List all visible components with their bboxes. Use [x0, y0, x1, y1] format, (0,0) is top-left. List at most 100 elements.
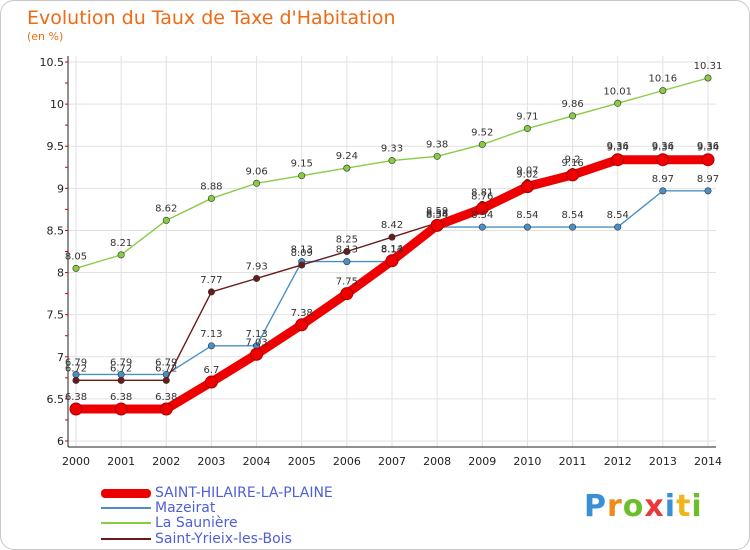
data-label: 8.13	[291, 245, 313, 256]
series-point-1	[520, 180, 534, 194]
series-point-1	[656, 153, 670, 167]
data-label: 6.38	[110, 392, 132, 403]
proxiti-logo: Proxiti	[584, 489, 703, 524]
legend-label: Mazeirat	[155, 500, 216, 516]
x-tick-label: 2006	[333, 455, 361, 468]
data-label: 8.13	[381, 245, 403, 256]
series-point-2	[659, 187, 667, 195]
legend-swatch	[101, 488, 151, 498]
series-point-3	[659, 87, 667, 95]
series-point-1	[475, 202, 489, 216]
data-label: 9.38	[426, 139, 448, 150]
x-tick-label: 2012	[604, 455, 632, 468]
chart-title: Evolution du Taux de Taxe d'Habitation	[27, 7, 396, 29]
data-label: 7.75	[336, 277, 358, 288]
data-label: 6.79	[65, 357, 87, 368]
x-tick-label: 2002	[152, 455, 180, 468]
x-tick-label: 2010	[513, 455, 541, 468]
series-point-1	[430, 218, 444, 232]
y-tick-label: 10.5	[40, 56, 65, 69]
logo-letter: x	[644, 489, 665, 524]
logo-letter: o	[622, 489, 645, 524]
data-label: 7.77	[200, 275, 222, 286]
series-point-1	[385, 254, 399, 268]
series-point-3	[433, 152, 441, 160]
series-point-4	[207, 288, 215, 296]
data-label: 6.38	[155, 392, 177, 403]
data-label: 6.72	[155, 363, 177, 374]
data-label: 7.13	[200, 329, 222, 340]
data-label: 8.88	[200, 181, 222, 192]
data-label: 9.36	[697, 141, 719, 152]
series-point-2	[569, 223, 577, 231]
data-label: 7.93	[245, 261, 267, 272]
y-tick-label: 8	[57, 267, 64, 280]
data-label: 9.06	[245, 166, 267, 177]
data-label: 9.16	[561, 158, 583, 169]
data-label: 10.01	[603, 86, 632, 97]
data-label: 8.05	[65, 251, 87, 262]
data-label: 9.24	[336, 151, 358, 162]
legend-item: Mazeirat	[101, 500, 215, 516]
data-label: 8.54	[426, 210, 448, 221]
x-tick-label: 2003	[197, 455, 225, 468]
data-label: 9.36	[652, 141, 674, 152]
series-point-2	[523, 223, 531, 231]
legend-item: Saint-Yrieix-les-Bois	[101, 531, 292, 547]
y-tick-label: 9	[57, 182, 64, 195]
data-label: 8.54	[607, 210, 629, 221]
x-tick-label: 2008	[423, 455, 451, 468]
data-label: 8.97	[697, 174, 719, 185]
data-label: 8.25	[336, 235, 358, 246]
data-label: 6.72	[110, 363, 132, 374]
series-point-2	[343, 258, 351, 266]
data-label: 9.36	[607, 141, 629, 152]
data-label: 10.16	[649, 74, 678, 85]
chart-subtitle: (en %)	[27, 30, 64, 43]
x-tick-label: 2007	[378, 455, 406, 468]
data-label: 8.97	[652, 174, 674, 185]
data-label: 8.81	[471, 187, 493, 198]
y-tick-label: 7	[57, 351, 64, 364]
data-label: 6.7	[203, 365, 219, 376]
logo-letter: i	[664, 489, 677, 524]
series-point-1	[69, 402, 83, 416]
logo-letter: i	[691, 489, 703, 524]
x-tick-label: 2004	[243, 455, 271, 468]
data-label: 9.86	[561, 99, 583, 110]
data-label: 9.33	[381, 144, 403, 155]
series-point-3	[72, 264, 80, 272]
legend-label: SAINT-HILAIRE-LA-PLAINE	[155, 485, 333, 501]
series-point-3	[298, 172, 306, 180]
series-point-3	[388, 157, 396, 165]
series-point-3	[207, 194, 215, 202]
legend-label: La Saunière	[155, 515, 238, 531]
series-point-1	[295, 318, 309, 332]
series-point-3	[343, 164, 351, 172]
data-label: 6.38	[65, 392, 87, 403]
series-point-1	[250, 347, 264, 361]
series-point-2	[614, 223, 622, 231]
data-label: 6.72	[65, 363, 87, 374]
series-point-1	[340, 287, 354, 301]
data-label: 10.31	[694, 61, 723, 72]
data-label: 9.15	[291, 159, 313, 170]
data-label: 8.56	[426, 208, 448, 219]
legend-label: Saint-Yrieix-les-Bois	[155, 531, 292, 547]
y-tick-label: 6	[57, 435, 64, 448]
data-label: 8.21	[110, 238, 132, 249]
series-point-3	[162, 216, 170, 224]
data-label: 7.38	[291, 308, 313, 319]
data-label: 8.62	[155, 203, 177, 214]
y-tick-label: 7.5	[47, 309, 65, 322]
y-tick-label: 10	[50, 98, 64, 111]
series-point-2	[478, 223, 486, 231]
series-point-4	[253, 274, 261, 282]
series-point-3	[117, 251, 125, 259]
data-label: 9.07	[516, 165, 538, 176]
series-point-1	[114, 402, 128, 416]
logo-letter: r	[607, 489, 623, 524]
legend-swatch	[101, 538, 151, 540]
series-point-2	[704, 187, 712, 195]
